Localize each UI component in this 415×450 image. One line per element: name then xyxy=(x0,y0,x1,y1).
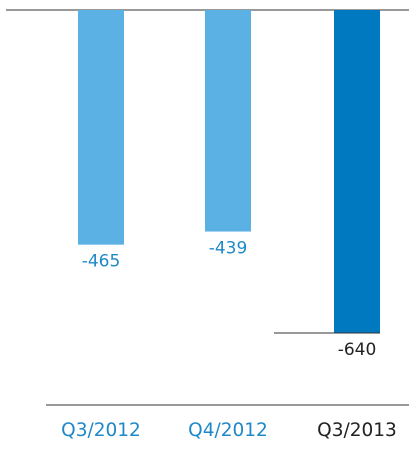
category-tick-label: Q3/2013 xyxy=(317,420,397,441)
bar-q3-2012 xyxy=(78,10,124,245)
data-label: -640 xyxy=(338,340,377,360)
category-tick-label: Q3/2012 xyxy=(61,420,141,441)
category-tick-label: Q4/2012 xyxy=(188,420,268,441)
bar-q3-2013 xyxy=(334,10,380,333)
data-label: -465 xyxy=(82,252,121,272)
data-label: -439 xyxy=(209,239,248,259)
bar-q4-2012 xyxy=(205,10,251,232)
